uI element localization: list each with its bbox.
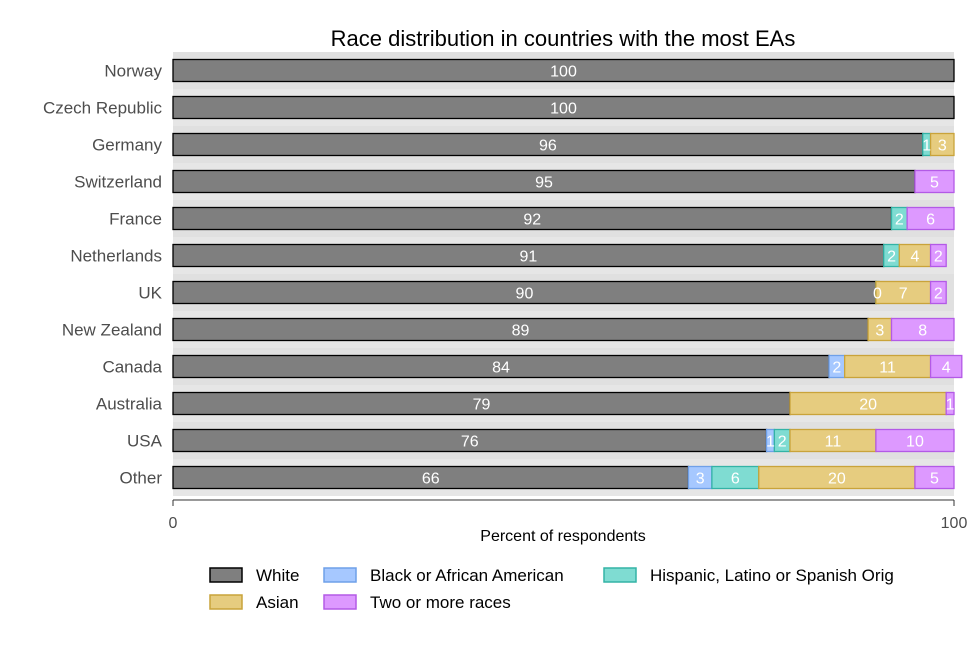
bar-value-label: 79 [473,397,491,414]
bar-segment [890,317,955,342]
bar-value-label: 11 [825,434,842,451]
x-tick-label: 0 [169,515,178,532]
legend: White Black or African American Hispanic, … [209,566,894,612]
bar-value-label: 7 [899,286,908,303]
category-label: UK [138,284,162,303]
bar-value-label: 2 [887,249,896,266]
category-label: Germany [92,136,162,155]
category-label: Australia [96,395,163,414]
bar-value-label: 3 [938,138,947,155]
category-label: Canada [102,358,162,377]
category-labels: Norway Czech Republic Germany Switzerland Fr… [43,62,163,488]
bar-segment [875,428,955,453]
bar-segment [914,169,955,194]
x-axis: 0 100 [169,499,968,532]
bar-value-label: 8 [918,323,927,340]
bar-value-label: 2 [934,286,943,303]
category-label: Switzerland [74,173,162,192]
bar-value-label: 76 [461,434,479,451]
x-axis-title: Percent of respondents [480,528,645,545]
category-label: New Zealand [62,321,162,340]
bar-value-label: 91 [519,249,537,266]
bar-value-label: 66 [422,471,440,488]
bar-value-label: 11 [879,360,896,377]
bar-value-label: 2 [778,434,787,451]
bar-value-label: 96 [539,138,557,155]
bar-value-label: 2 [832,360,841,377]
category-label: Other [119,469,162,488]
bar-value-label: 92 [523,212,541,229]
category-label: USA [127,432,163,451]
legend-label: Asian [256,593,299,612]
bar-segment [172,95,955,120]
chart-title: Race distribution in countries with the … [331,26,796,51]
bar-value-label: 100 [550,64,577,81]
bar-segment [172,58,955,83]
legend-swatch [323,594,357,610]
bar-value-label: 89 [512,323,530,340]
bar-value-label: 3 [875,323,884,340]
bar-value-label: 84 [492,360,510,377]
bar-value-label: 4 [942,360,951,377]
bar-value-label: 0 [873,286,882,303]
bars-group [172,58,963,490]
legend-swatch [209,594,243,610]
bar-value-label: 100 [550,101,577,118]
bar-segment [906,206,955,231]
bar-value-label: 90 [516,286,534,303]
bar-value-label: 10 [906,434,924,451]
bar-value-label: 4 [910,249,919,266]
bar-value-label: 20 [828,471,846,488]
bar-segment [929,243,947,268]
category-label: Czech Republic [43,99,163,118]
x-tick-label: 100 [941,515,968,532]
bar-value-label: 3 [696,471,705,488]
bar-value-label: 1 [922,138,931,155]
bar-value-label: 20 [859,397,877,414]
bar-segment [914,465,955,490]
category-label: France [109,210,162,229]
legend-label: Two or more races [370,593,511,612]
legend-label: Black or African American [370,566,564,585]
bar-value-label: 6 [731,471,740,488]
bar-value-label: 6 [926,212,935,229]
bar-value-label: 2 [895,212,904,229]
category-label: Norway [104,62,162,81]
legend-label: White [256,566,299,585]
bar-segment [929,280,947,305]
legend-swatch [323,567,357,583]
bar-value-label: 1 [766,434,775,451]
legend-swatch [603,567,637,583]
legend-label: Hispanic, Latino or Spanish Orig [650,566,894,585]
bar-segment [945,391,955,416]
bar-segment [929,132,955,157]
bar-value-label: 95 [535,175,553,192]
bar-segment [929,354,963,379]
bar-value-label: 5 [930,471,939,488]
bar-value-label: 5 [930,175,939,192]
bar-value-label: 1 [946,397,955,414]
category-label: Netherlands [70,247,162,266]
legend-swatch [209,567,243,583]
bar-value-label: 2 [934,249,943,266]
